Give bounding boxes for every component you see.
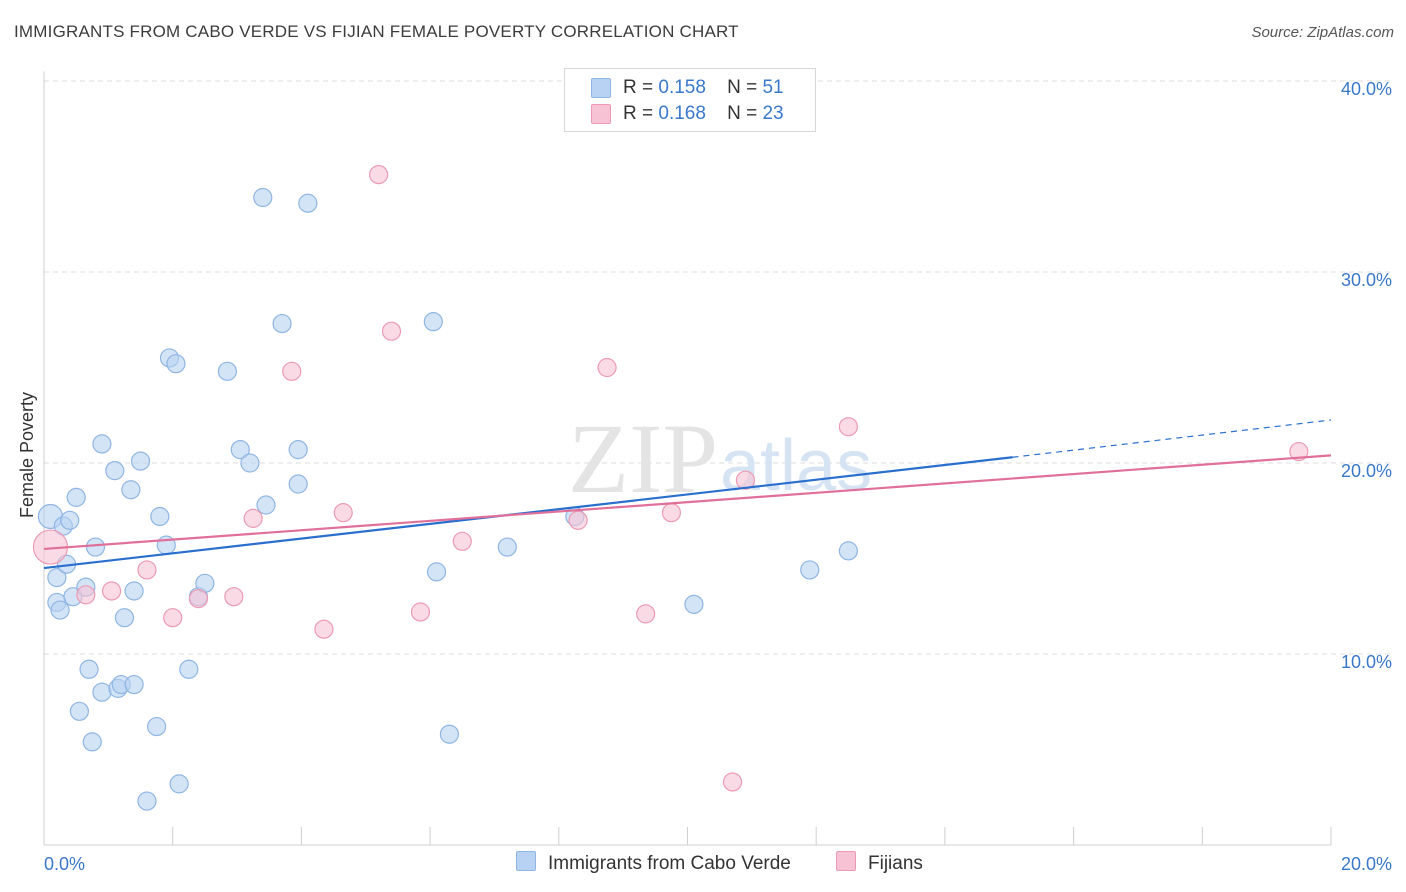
data-point-fijian [224, 587, 244, 607]
n-label: N = [727, 103, 758, 124]
data-points [32, 164, 1309, 811]
trend-lines [43, 419, 1332, 570]
y-axis-label: Female Poverty [17, 392, 37, 518]
r-value: 0.158 [658, 77, 706, 98]
chart-source: Source: ZipAtlas.com [1251, 24, 1394, 41]
data-point-cabo-verde [288, 440, 308, 460]
data-point-cabo-verde [92, 434, 112, 454]
data-point-cabo-verde [272, 313, 292, 334]
legend-item-fijians: Fijians [836, 851, 923, 875]
data-point-fijian [163, 608, 183, 628]
data-point-cabo-verde [256, 495, 276, 515]
n-value: 23 [762, 103, 784, 124]
data-point-cabo-verde [179, 659, 199, 679]
data-point-cabo-verde [137, 791, 157, 811]
data-point-cabo-verde [66, 487, 86, 507]
data-point-fijian [661, 503, 682, 523]
data-point-fijian [452, 531, 472, 551]
data-point-cabo-verde [166, 354, 186, 374]
data-point-cabo-verde [230, 440, 250, 460]
data-point-cabo-verde [114, 608, 135, 628]
data-point-fijian [243, 508, 263, 528]
data-point-fijian [636, 604, 656, 624]
data-point-fijian [101, 581, 122, 601]
watermark: ZIP atlas [568, 403, 872, 514]
legend-item-cabo-verde: Immigrants from Cabo Verde [516, 851, 791, 875]
data-point-cabo-verde [423, 312, 443, 332]
data-point-cabo-verde [130, 451, 151, 471]
y-tick-label: 40.0% [1341, 79, 1392, 99]
data-point-cabo-verde [105, 461, 125, 481]
x-tick-label: 20.0% [1341, 854, 1392, 874]
data-point-cabo-verde [92, 682, 112, 702]
data-point-cabo-verde [69, 701, 89, 721]
data-point-fijian [410, 602, 431, 622]
data-point-cabo-verde [253, 187, 273, 208]
watermark-zip: ZIP [568, 403, 718, 514]
data-point-cabo-verde [47, 567, 67, 588]
data-point-cabo-verde [150, 506, 170, 527]
x-tick-label: 0.0% [44, 854, 85, 874]
chart-title: IMMIGRANTS FROM CABO VERDE VS FIJIAN FEM… [14, 22, 739, 41]
trend-extension-cabo-verde [1012, 419, 1332, 458]
n-label: N = [727, 77, 758, 98]
data-point-fijian [597, 357, 617, 378]
grid-lines [44, 80, 1392, 655]
legend-label: Fijians [868, 853, 923, 874]
data-point-cabo-verde [240, 453, 260, 473]
data-point-cabo-verde [497, 537, 517, 557]
data-point-fijian [369, 164, 389, 185]
data-point-cabo-verde [288, 474, 308, 494]
legend-swatch-blue [516, 851, 536, 871]
data-point-fijian [76, 585, 96, 605]
data-point-cabo-verde [838, 541, 858, 561]
data-point-cabo-verde [79, 659, 99, 679]
r-value: 0.168 [658, 103, 706, 124]
legend-label: Immigrants from Cabo Verde [548, 853, 791, 874]
data-point-fijian [381, 321, 402, 341]
data-point-cabo-verde [439, 724, 460, 744]
data-point-fijian [314, 619, 334, 639]
y-tick-label: 10.0% [1341, 652, 1392, 672]
data-point-cabo-verde [169, 774, 189, 794]
data-point-cabo-verde [426, 562, 447, 582]
stats-legend: R = 0.158 N = 51 R = 0.168 N = 23 [564, 68, 816, 132]
trend-line-fijian [43, 454, 1332, 551]
data-point-cabo-verde [684, 594, 704, 614]
r-label: R = [623, 103, 654, 124]
data-point-cabo-verde [124, 581, 144, 601]
data-point-cabo-verde [121, 480, 141, 500]
data-point-cabo-verde [298, 193, 318, 213]
y-tick-label: 30.0% [1341, 270, 1392, 290]
data-point-fijian [838, 417, 858, 437]
r-label: R = [623, 77, 654, 98]
n-value: 51 [762, 77, 784, 98]
data-point-cabo-verde [217, 361, 237, 381]
data-point-cabo-verde [85, 537, 106, 557]
axes: 10.0% 20.0% 30.0% 40.0% 0.0% 20.0% Female Pove… [17, 71, 1392, 874]
data-point-fijian [188, 589, 209, 609]
data-point-cabo-verde [60, 510, 80, 530]
data-point-cabo-verde [124, 674, 144, 695]
data-point-fijian [568, 510, 588, 530]
stats-swatch-blue [591, 78, 611, 98]
data-point-fijian [137, 560, 157, 580]
watermark-atlas: atlas [720, 426, 872, 506]
data-point-cabo-verde [50, 600, 70, 620]
data-point-cabo-verde [82, 732, 102, 752]
data-point-fijian [722, 772, 743, 792]
y-tick-label: 20.0% [1341, 461, 1392, 481]
stats-swatch-pink [591, 104, 611, 124]
data-point-fijian [735, 470, 756, 490]
data-point-cabo-verde [147, 716, 167, 737]
data-point-cabo-verde [800, 560, 820, 580]
data-point-fijian [1289, 441, 1309, 462]
data-point-fijian [333, 503, 353, 523]
legend-swatch-pink [836, 851, 856, 871]
data-point-fijian [282, 361, 302, 381]
